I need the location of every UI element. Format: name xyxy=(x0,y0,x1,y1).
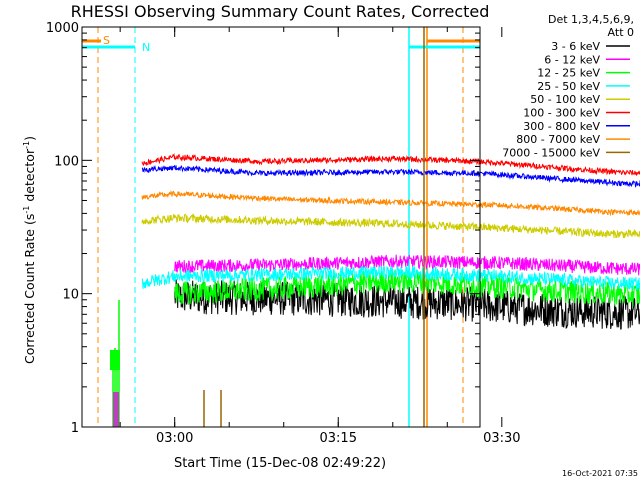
legend-entry-label: 100 - 300 keV xyxy=(523,107,600,120)
series-line xyxy=(174,254,640,276)
legend-entry-label: 300 - 800 keV xyxy=(523,120,600,133)
legend-header: Det 1,3,4,5,6,9, xyxy=(548,13,634,26)
night-marker-label: N xyxy=(142,41,150,54)
y-tick-label: 1 xyxy=(71,421,79,436)
x-axis-label: Start Time (15-Dec-08 02:49:22) xyxy=(174,456,386,471)
series-line xyxy=(141,213,640,239)
x-tick-label: 03:30 xyxy=(483,431,520,446)
low-count-block xyxy=(110,350,120,370)
series-group xyxy=(110,27,640,427)
legend-entry-label: 800 - 7000 keV xyxy=(516,133,600,146)
attenuator-marker-label: S xyxy=(103,34,110,47)
legend-entry-label: 25 - 50 keV xyxy=(537,80,600,93)
y-tick-label: 1000 xyxy=(46,21,79,36)
y-tick-label: 10 xyxy=(62,288,79,303)
series-line xyxy=(141,152,640,176)
plot-timestamp: 16-Oct-2021 07:35 xyxy=(562,469,638,478)
plot-frame xyxy=(81,26,481,428)
series-line xyxy=(174,268,640,307)
x-tick-label: 03:15 xyxy=(320,431,357,446)
x-tick-label: 03:00 xyxy=(156,431,193,446)
legend-entry-label: 6 - 12 keV xyxy=(544,53,600,66)
legend-entry-label: 12 - 25 keV xyxy=(537,67,600,80)
series-line xyxy=(141,189,640,217)
y-tick-label: 100 xyxy=(54,154,79,169)
legend-entry-label: 7000 - 15000 keV xyxy=(502,146,600,159)
chart-title: RHESSI Observing Summary Count Rates, Co… xyxy=(71,2,490,21)
series-line xyxy=(141,164,640,188)
legend-entry-label: 50 - 100 keV xyxy=(530,93,600,106)
legend-entry-label: 3 - 6 keV xyxy=(551,40,600,53)
y-axis-label: Corrected Count Rate (s-1 detector-1) xyxy=(22,136,37,364)
series-line xyxy=(141,265,640,291)
series-line xyxy=(174,279,640,330)
legend-header: Att 0 xyxy=(608,26,634,39)
